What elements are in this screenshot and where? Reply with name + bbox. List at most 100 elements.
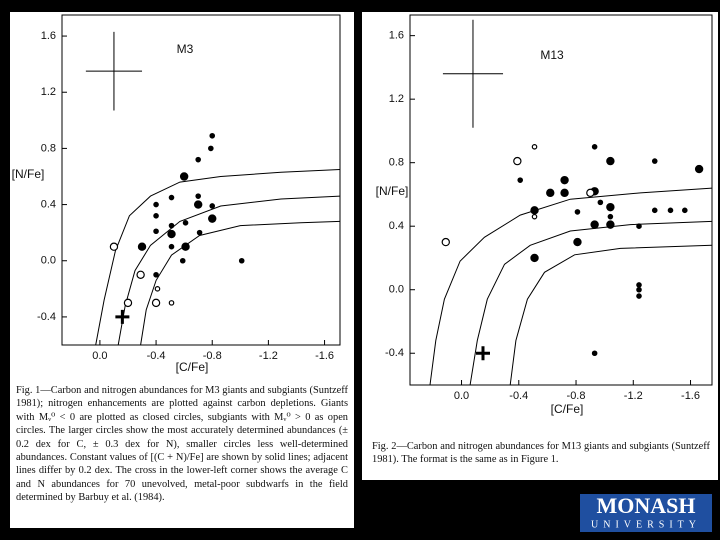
plot-frame (409, 14, 713, 386)
data-point (195, 193, 201, 199)
data-point (682, 207, 688, 214)
data-point (591, 350, 598, 357)
y-tick-label: 0.4 (389, 220, 404, 232)
x-tick-label: -0.8 (567, 390, 586, 402)
logo-box (580, 494, 712, 532)
x-tick-label: -1.2 (624, 390, 643, 402)
x-tick-label: -0.4 (509, 390, 528, 402)
data-point (168, 300, 175, 306)
data-point (546, 188, 555, 198)
data-point (560, 188, 569, 198)
logo-subtitle: UNIVERSITY (591, 519, 701, 530)
data-point (193, 200, 203, 209)
x-tick-label: -1.6 (315, 350, 334, 362)
data-point (182, 220, 189, 226)
data-point (168, 222, 175, 229)
data-point (530, 206, 539, 215)
data-point (667, 207, 674, 214)
y-tick-label: 0.8 (389, 157, 404, 169)
data-point (606, 156, 615, 166)
data-point (209, 132, 216, 139)
abundance-curve (429, 187, 713, 386)
data-point (651, 158, 658, 164)
data-point (181, 242, 190, 251)
x-tick-label: 0.0 (92, 350, 107, 362)
y-tick-label: -0.4 (37, 311, 56, 323)
x-tick-label: -0.8 (203, 350, 222, 362)
data-point (109, 242, 119, 251)
data-point (597, 199, 604, 206)
y-tick-label: 1.2 (41, 86, 56, 98)
data-point (530, 253, 539, 263)
data-point (238, 257, 245, 264)
chart-title: M13 (540, 48, 564, 62)
y-axis-label: [N/Fe] (12, 167, 45, 181)
subdwarf-cross (475, 346, 490, 361)
data-point (208, 214, 217, 223)
data-point (573, 237, 582, 247)
data-point (586, 188, 595, 198)
x-tick-label: -1.2 (259, 350, 278, 362)
x-tick-label: -0.4 (147, 350, 166, 362)
x-tick-label: -1.6 (681, 390, 700, 402)
caption: Fig. 1—Carbon and nitrogen abundances fo… (16, 385, 348, 504)
data-point (636, 223, 642, 230)
data-point (136, 270, 145, 279)
data-point (607, 213, 614, 220)
data-point (137, 242, 147, 251)
data-point (531, 144, 538, 150)
data-point (531, 213, 538, 220)
logo-name: MONASH (597, 493, 696, 518)
abundance-curve (469, 220, 713, 386)
data-point (636, 282, 642, 288)
y-tick-label: 1.6 (41, 30, 56, 42)
data-point (168, 243, 175, 250)
data-point (123, 298, 133, 308)
plot-frame (61, 14, 341, 346)
data-point (651, 207, 658, 214)
data-point (636, 293, 642, 299)
y-tick-label: 0.0 (389, 284, 404, 296)
data-point (606, 202, 615, 212)
figure-panel (362, 12, 718, 480)
x-axis-label: [C/Fe] (176, 360, 209, 374)
figure-panel (10, 12, 354, 528)
y-tick-label: 0.4 (41, 198, 56, 210)
caption: Fig. 2—Carbon and nitrogen abundances fo… (372, 441, 710, 466)
y-tick-label: 0.8 (41, 142, 56, 154)
data-point (441, 237, 450, 247)
abundance-curve (95, 169, 341, 346)
data-point (167, 229, 176, 239)
data-point (153, 201, 159, 208)
y-tick-label: -0.4 (385, 347, 404, 359)
data-point (168, 194, 175, 201)
y-tick-label: 1.6 (389, 30, 404, 42)
data-point (179, 257, 186, 264)
data-point (153, 213, 159, 219)
y-axis-label: [N/Fe] (376, 184, 409, 198)
data-point (574, 209, 581, 215)
x-tick-label: 0.0 (454, 390, 469, 402)
data-point (590, 220, 599, 229)
data-point (694, 164, 704, 174)
data-point (196, 229, 203, 236)
data-point (513, 156, 522, 166)
data-point (591, 144, 598, 150)
abundance-curve (509, 244, 713, 386)
data-point (209, 203, 216, 209)
data-point (153, 228, 159, 235)
data-point (636, 286, 642, 293)
subdwarf-cross (115, 309, 130, 324)
data-point (560, 175, 569, 185)
chart-title: M3 (177, 42, 194, 56)
data-point (606, 220, 615, 229)
x-axis-label: [C/Fe] (551, 402, 584, 416)
data-point (179, 172, 189, 181)
data-point (517, 177, 524, 183)
data-point (195, 156, 201, 163)
data-point (153, 271, 159, 278)
data-point (151, 298, 161, 308)
data-point (154, 286, 161, 292)
